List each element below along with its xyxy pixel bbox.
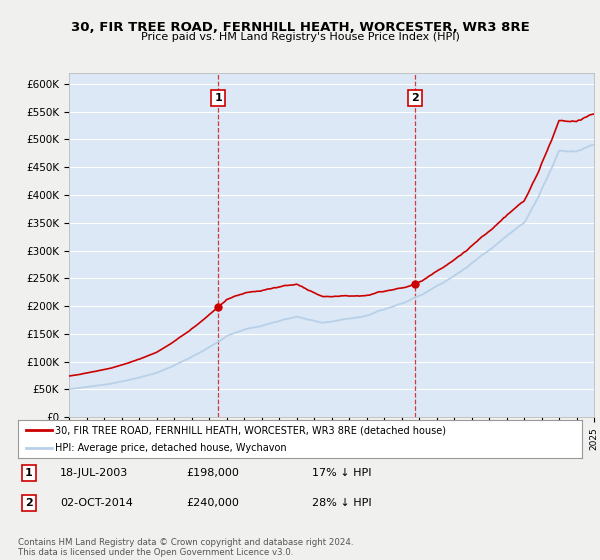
Text: 2: 2	[25, 498, 32, 508]
Text: 28% ↓ HPI: 28% ↓ HPI	[312, 498, 371, 508]
Text: 30, FIR TREE ROAD, FERNHILL HEATH, WORCESTER, WR3 8RE (detached house): 30, FIR TREE ROAD, FERNHILL HEATH, WORCE…	[55, 425, 446, 435]
Text: 1: 1	[25, 468, 32, 478]
Text: Price paid vs. HM Land Registry's House Price Index (HPI): Price paid vs. HM Land Registry's House …	[140, 32, 460, 42]
Text: £240,000: £240,000	[186, 498, 239, 508]
Text: 2: 2	[411, 93, 419, 103]
Text: 1: 1	[215, 93, 223, 103]
Text: 18-JUL-2003: 18-JUL-2003	[60, 468, 128, 478]
Text: £198,000: £198,000	[186, 468, 239, 478]
Text: 02-OCT-2014: 02-OCT-2014	[60, 498, 133, 508]
Text: Contains HM Land Registry data © Crown copyright and database right 2024.
This d: Contains HM Land Registry data © Crown c…	[18, 538, 353, 557]
Text: HPI: Average price, detached house, Wychavon: HPI: Average price, detached house, Wych…	[55, 443, 286, 453]
Text: 30, FIR TREE ROAD, FERNHILL HEATH, WORCESTER, WR3 8RE: 30, FIR TREE ROAD, FERNHILL HEATH, WORCE…	[71, 21, 529, 34]
Text: 17% ↓ HPI: 17% ↓ HPI	[312, 468, 371, 478]
